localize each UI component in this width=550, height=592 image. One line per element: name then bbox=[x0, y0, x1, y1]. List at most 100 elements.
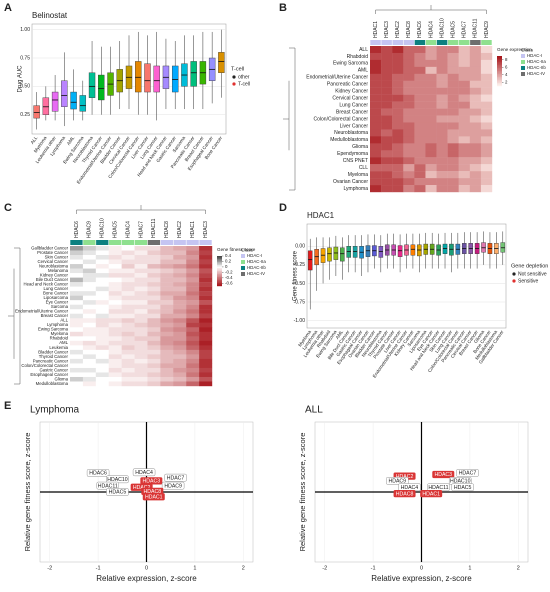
heatmap-cell bbox=[392, 157, 404, 165]
class-label: HDAC-IV bbox=[527, 71, 545, 76]
y-axis-label: Relative gene fitness score, z-score bbox=[298, 433, 307, 552]
heatmap-cell bbox=[392, 59, 404, 68]
heatmap-cell bbox=[108, 286, 122, 292]
heatmap-cell bbox=[436, 52, 448, 61]
heatmap-cell bbox=[121, 246, 135, 251]
class-swatch bbox=[521, 54, 525, 58]
heatmap-cell bbox=[392, 136, 404, 144]
heatmap-cell bbox=[436, 101, 448, 109]
heatmap-cell bbox=[70, 372, 84, 378]
heatmap-cell bbox=[186, 286, 200, 292]
color-bar-step bbox=[497, 65, 502, 67]
heatmap-cell bbox=[160, 273, 174, 278]
heatmap-cell bbox=[381, 129, 393, 137]
heatmap-cell bbox=[186, 255, 200, 260]
point-label: HDAC3 bbox=[143, 479, 161, 485]
color-bar-step bbox=[497, 56, 502, 58]
heatmap-cell bbox=[173, 277, 187, 283]
heatmap-cell bbox=[425, 108, 437, 116]
point-label: HDAC7 bbox=[459, 471, 477, 477]
class-swatch bbox=[241, 254, 245, 258]
heatmap-cell bbox=[392, 46, 404, 54]
heatmap-cell bbox=[108, 327, 122, 333]
color-bar-step bbox=[497, 80, 502, 82]
heatmap-cell bbox=[425, 157, 437, 165]
color-bar-step bbox=[217, 259, 222, 261]
heatmap-cell bbox=[469, 59, 482, 68]
heatmap-cell bbox=[82, 277, 97, 283]
heatmap-cell bbox=[370, 46, 382, 54]
heatmap-cell bbox=[121, 309, 135, 314]
heatmap-cell bbox=[381, 164, 393, 172]
heatmap-cell bbox=[186, 264, 200, 269]
row-label: Pancreatic Cancer bbox=[33, 358, 69, 363]
heatmap-cell bbox=[186, 336, 200, 342]
heatmap-cell bbox=[370, 129, 382, 137]
heatmap-cell bbox=[82, 250, 97, 256]
heatmap-cell bbox=[414, 80, 426, 88]
heatmap-cell bbox=[173, 331, 187, 337]
heatmap-cell bbox=[147, 282, 161, 287]
legend-label: Sensitive bbox=[518, 278, 539, 284]
heatmap-cell bbox=[82, 354, 97, 360]
legend-marker bbox=[232, 75, 236, 79]
x-tick-label: AML bbox=[66, 135, 76, 146]
x-tick-label: -2 bbox=[47, 565, 52, 571]
box bbox=[33, 105, 40, 119]
column-label: HDAC1 bbox=[373, 21, 379, 38]
heatmap-cell bbox=[403, 80, 415, 88]
class-strip bbox=[199, 240, 212, 245]
heatmap-cell bbox=[160, 318, 174, 323]
class-swatch bbox=[521, 72, 525, 76]
heatmap-cell bbox=[403, 94, 415, 102]
heatmap-cell bbox=[447, 143, 459, 151]
heatmap-cell bbox=[121, 268, 135, 274]
row-label: Cervical Cancer bbox=[38, 259, 69, 264]
row-label: ALL bbox=[60, 318, 68, 323]
row-label: Cervical Cancer bbox=[332, 95, 368, 101]
heatmap-cell bbox=[458, 150, 471, 158]
heatmap-cell bbox=[392, 143, 404, 151]
heatmap-cell bbox=[186, 354, 200, 360]
heatmap-cell bbox=[392, 73, 404, 81]
heatmap-cell bbox=[134, 250, 148, 256]
heatmap-cell bbox=[121, 255, 135, 260]
heatmap-cell bbox=[147, 268, 161, 274]
heatmap-cell bbox=[199, 336, 213, 342]
heatmap-cell bbox=[95, 300, 109, 305]
heatmap-cell bbox=[134, 255, 148, 260]
heatmap-cell bbox=[134, 273, 148, 278]
row-label: Neuroblastoma bbox=[39, 263, 69, 268]
color-bar-step bbox=[217, 274, 222, 276]
heatmap-cell bbox=[173, 372, 187, 378]
heatmap-cell bbox=[160, 349, 174, 355]
heatmap-cell bbox=[134, 313, 148, 319]
heatmap-cell bbox=[160, 250, 174, 256]
heatmap-cell bbox=[82, 300, 97, 305]
heatmap-cell bbox=[160, 286, 174, 292]
heatmap-cell bbox=[121, 295, 135, 301]
heatmap-cell bbox=[414, 164, 426, 172]
legend-title: Gene expression bbox=[497, 47, 532, 52]
color-bar-label: 8 bbox=[505, 57, 508, 62]
heatmap-cell bbox=[458, 129, 471, 137]
heatmap-cell bbox=[70, 246, 84, 251]
heatmap-cell bbox=[436, 164, 448, 172]
heatmap-cell bbox=[199, 349, 213, 355]
chart-title: Lymphoma bbox=[30, 405, 80, 416]
heatmap-cell bbox=[480, 178, 493, 186]
heatmap-cell bbox=[173, 363, 187, 369]
heatmap-cell bbox=[108, 363, 122, 369]
color-bar-step bbox=[497, 81, 502, 84]
heatmap-cell bbox=[147, 250, 161, 256]
box bbox=[70, 91, 77, 110]
heatmap-cell bbox=[436, 178, 448, 186]
row-label: Breast Cancer bbox=[336, 109, 368, 115]
point-label: HDAC9 bbox=[164, 483, 182, 489]
heatmap-cell bbox=[186, 318, 200, 323]
heatmap-cell bbox=[147, 273, 161, 278]
color-bar-step bbox=[497, 75, 502, 78]
heatmap-cell bbox=[381, 80, 393, 88]
heatmap-cell bbox=[82, 268, 97, 274]
